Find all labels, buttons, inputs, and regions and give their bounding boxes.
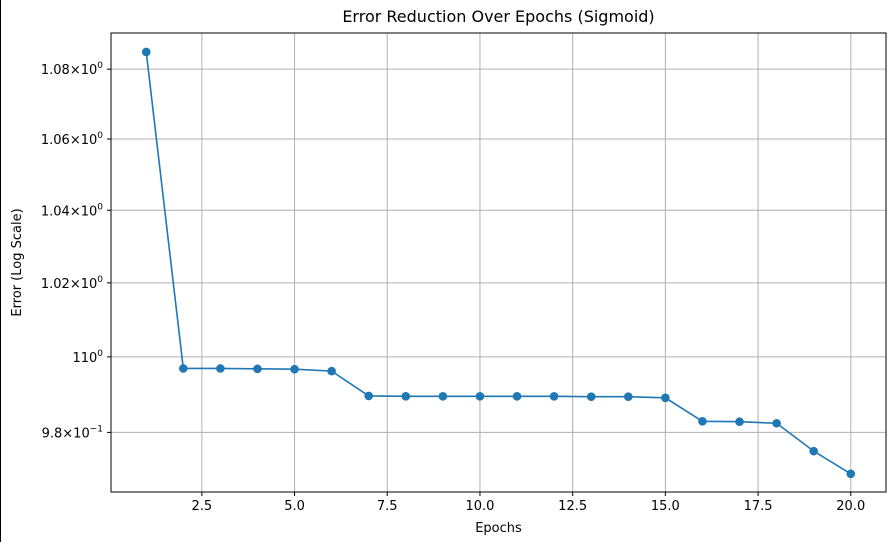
y-tick-label: 1.06×100 [41, 131, 103, 148]
window-edge [0, 0, 1, 542]
data-point [253, 364, 262, 374]
x-tick-label: 5.0 [284, 499, 305, 514]
y-tick-label: 9.8×10−1 [42, 424, 103, 441]
data-point [290, 364, 299, 374]
data-point [549, 392, 559, 401]
plot-frame [110, 32, 887, 493]
data-point [809, 446, 818, 456]
data-point [512, 392, 522, 401]
data-point [698, 417, 707, 426]
data-point [735, 417, 744, 427]
x-axis-label: Epochs [475, 521, 522, 536]
x-tick-label: 15.0 [651, 499, 680, 514]
data-point [475, 392, 485, 401]
data-point [216, 364, 225, 373]
data-point [401, 392, 411, 401]
data-point [661, 393, 670, 403]
data-point [327, 366, 336, 376]
y-tick-label: 1.08×100 [41, 61, 103, 78]
data-point [846, 469, 856, 479]
data-point [438, 392, 448, 401]
series-layer [141, 47, 856, 479]
data-point [586, 392, 596, 402]
y-tick-label: 1100 [72, 349, 103, 366]
y-tick-label: 1.02×100 [41, 275, 103, 292]
data-point [179, 364, 188, 373]
data-point [141, 47, 151, 57]
x-axis: 2.5 5.0 7.5 10.0 12.5 15.0 17.5 20.0 [192, 492, 865, 514]
grid-lines [111, 33, 886, 492]
y-tick-label: 1.04×100 [41, 202, 103, 219]
x-tick-label: 17.5 [744, 499, 773, 514]
x-tick-label: 7.5 [377, 499, 398, 514]
y-axis: 1.08×100 1.06×100 1.04×100 1.02×100 1100 9.8×… [41, 61, 111, 441]
x-tick-label: 2.5 [192, 499, 213, 514]
data-point [364, 391, 374, 401]
x-tick-label: 10.0 [465, 499, 494, 514]
chart-title: Error Reduction Over Epochs (Sigmoid) [342, 7, 654, 26]
x-tick-label: 12.5 [558, 499, 587, 514]
y-axis-label: Error (Log Scale) [10, 208, 25, 316]
data-point [623, 392, 633, 402]
series-line [145, 51, 852, 475]
x-tick-label: 20.0 [836, 499, 865, 514]
data-point [772, 418, 781, 428]
